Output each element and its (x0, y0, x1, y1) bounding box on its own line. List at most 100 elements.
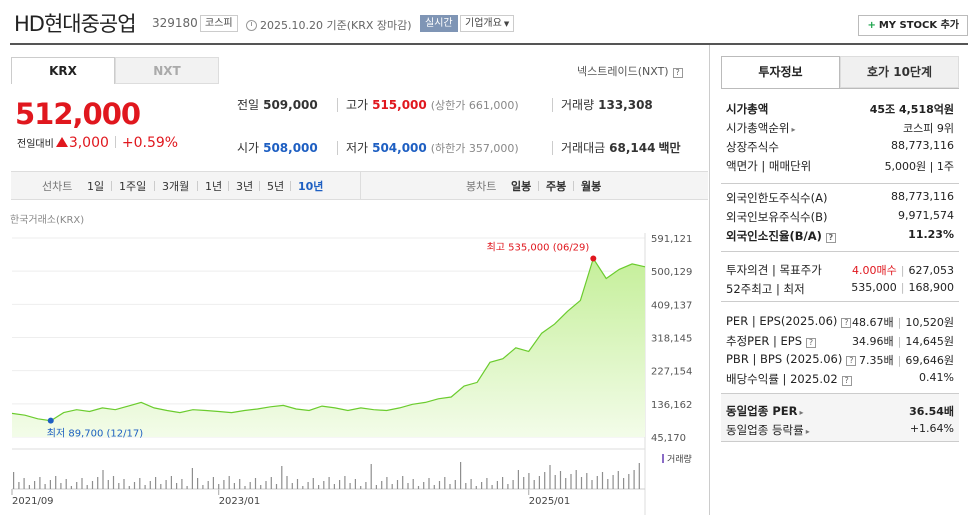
volume-bar (102, 470, 104, 489)
volume-bar (617, 471, 619, 489)
volume-legend-label: 거래량 (667, 455, 692, 465)
volume-bar (265, 481, 267, 489)
header-divider (10, 43, 968, 45)
help-icon[interactable]: ? (841, 376, 852, 386)
high-label: 고가 (346, 98, 369, 112)
volume-bar (623, 478, 625, 489)
divider (259, 181, 260, 191)
tab-investment-info[interactable]: 투자정보 (721, 56, 840, 88)
period-10y[interactable]: 10년 (298, 180, 324, 193)
line-chart-label: 선차트 (42, 180, 73, 193)
est-per-eps-row: 추정PER | EPS? 34.96배 | 14,645원 (726, 331, 954, 349)
volume-bar (186, 486, 188, 489)
industry-change-value: +1.64% (909, 422, 954, 435)
tab-orderbook-10[interactable]: 호가 10단계 (840, 56, 959, 88)
chart-source: 한국거래소(KRX) (10, 215, 85, 226)
add-mystock-button[interactable]: + MY STOCK 추가 (858, 15, 968, 36)
chevron-right-icon: ▸ (799, 408, 804, 417)
volume-bar (407, 483, 409, 489)
volume-bar (170, 476, 172, 489)
industry-per-value: 36.54배 (909, 405, 954, 418)
volume-bar (465, 483, 467, 489)
period-3y[interactable]: 3년 (236, 180, 254, 193)
period-1w[interactable]: 1주일 (119, 180, 147, 193)
prev-close-value: 509,000 (263, 98, 318, 112)
divider (111, 181, 112, 191)
volume-bar (207, 481, 209, 489)
volume-bar (554, 475, 556, 489)
divider (552, 98, 553, 112)
volume-bar (580, 477, 583, 489)
volume-bar (460, 462, 462, 489)
market-cap-rank-row[interactable]: 시가총액순위 ▸ 코스피 9위 (726, 118, 954, 136)
dividend-value: 0.41% (919, 371, 954, 384)
date-info: 2025.10.20 기준(KRX 장마감) (246, 17, 412, 33)
volume-bar (97, 477, 99, 489)
amount-label: 거래대금 (561, 141, 606, 155)
upper-limit: (상한가 661,000) (430, 99, 519, 112)
volume-bar (139, 478, 141, 489)
industry-per-row[interactable]: 동일업종 PER ▸ 36.54배 (726, 401, 954, 419)
volume-bar (91, 481, 94, 489)
divider (721, 88, 959, 89)
help-icon[interactable]: ? (672, 68, 683, 78)
min-point (47, 417, 54, 424)
nextrade-link[interactable]: 넥스트레이드(NXT)? (577, 63, 683, 79)
industry-change-row[interactable]: 동일업종 등락률 ▸ +1.64% (726, 420, 954, 438)
company-overview-dropdown[interactable]: 기업개요 ▼ (460, 15, 515, 32)
volume-bar (55, 476, 57, 489)
volume-bar (396, 480, 399, 489)
volume-bar (486, 478, 488, 489)
volume-bar (249, 482, 251, 489)
volume-bar (565, 478, 567, 489)
x-tick-label: 2021/09 (12, 496, 54, 507)
foreign-holding-row: 외국인보유주식수(B) 9,971,574 (726, 207, 954, 225)
volume-bar (354, 479, 356, 489)
stock-code: 329180 (152, 16, 198, 30)
period-1y[interactable]: 1년 (205, 180, 223, 193)
market-badge: 코스피 (200, 15, 238, 32)
realtime-badge[interactable]: 실시간 (420, 15, 458, 32)
tab-krx[interactable]: KRX (11, 57, 115, 84)
volume-bar (596, 476, 598, 489)
volume-bar (318, 485, 320, 489)
change-label: 전일대비 (17, 139, 54, 150)
volume-bar (339, 480, 341, 489)
help-icon[interactable]: ? (841, 318, 852, 328)
volume-bar (18, 482, 20, 489)
period-3m[interactable]: 3개월 (162, 180, 190, 193)
volume-bar (575, 470, 577, 489)
volume-bar (76, 482, 78, 489)
per-eps-value: 48.67배 | 10,520원 (852, 316, 954, 329)
divider (290, 181, 291, 191)
divider (360, 172, 361, 199)
period-5y[interactable]: 5년 (267, 180, 285, 193)
volume-bar (286, 476, 288, 489)
period-1d[interactable]: 1일 (87, 180, 105, 193)
tab-nxt[interactable]: NXT (115, 57, 219, 84)
volume-bar (270, 477, 272, 489)
company-overview-label: 기업개요 (465, 18, 502, 29)
candle-monthly[interactable]: 월봉 (581, 180, 602, 193)
volume-bar (302, 486, 304, 489)
help-icon[interactable]: ? (846, 356, 857, 366)
volume-bar (49, 480, 51, 489)
candle-daily[interactable]: 일봉 (511, 180, 532, 193)
volume-legend: 거래량 (662, 452, 692, 465)
candle-weekly[interactable]: 주봉 (546, 180, 567, 193)
volume-bar (60, 483, 62, 489)
price-chart[interactable]: 591,121 500,129 409,137 318,145 227,154 136,1… (0, 225, 709, 515)
help-icon[interactable]: ? (806, 338, 817, 348)
volume-bar (470, 479, 472, 489)
volume-bar (586, 473, 588, 489)
prev-close: 전일 509,000 (237, 96, 318, 113)
opinion-row: 투자의견 | 목표주가 4.00매수 | 627,053 (726, 260, 954, 278)
current-price: 512,000 (15, 97, 141, 131)
mystock-label: MY STOCK 추가 (878, 20, 959, 31)
volume-bar (144, 485, 146, 489)
volume-bar (39, 477, 41, 489)
market-cap-rank-label: 시가총액순위 ▸ (726, 121, 796, 135)
foreign-holding-label: 외국인보유주식수(B) (726, 210, 828, 224)
help-icon[interactable]: ? (825, 233, 836, 243)
volume-bar (481, 482, 483, 489)
